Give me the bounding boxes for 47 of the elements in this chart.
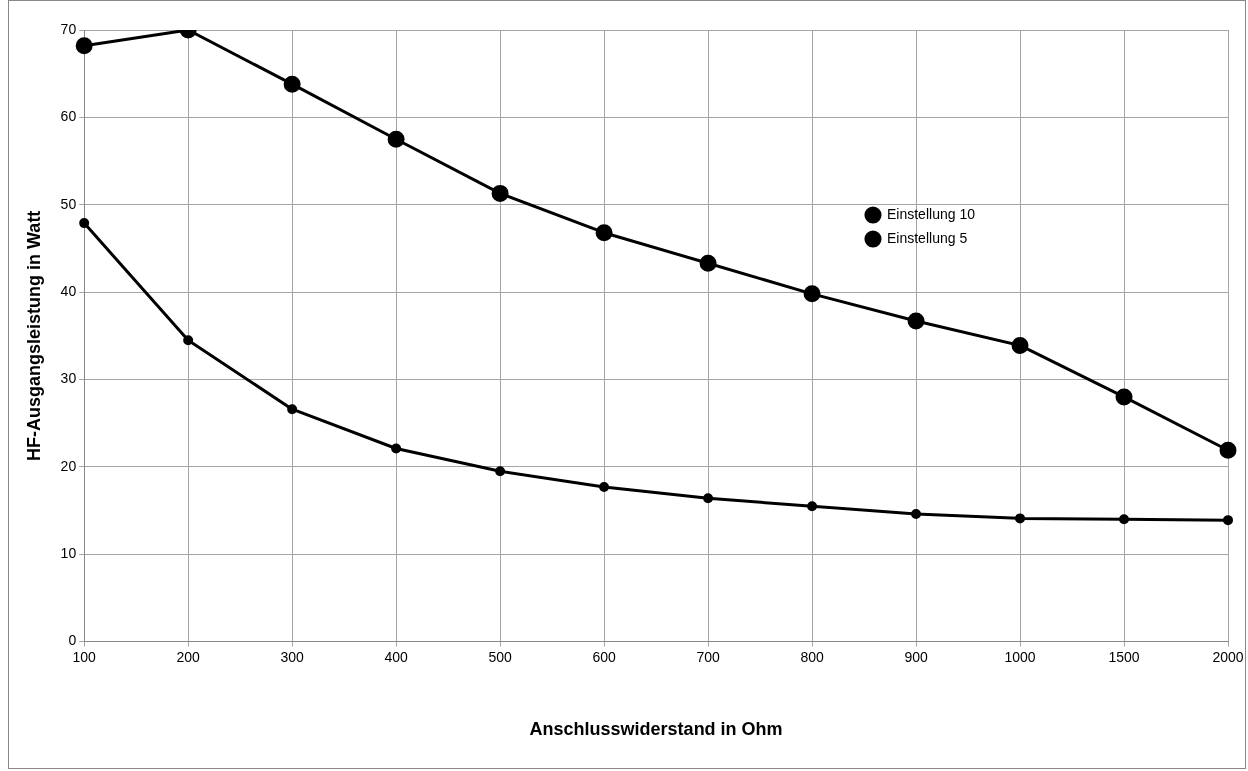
x-tick-label: 300 [280,648,305,665]
point [183,335,194,346]
point [911,509,922,520]
x-tick-label: 500 [488,648,512,665]
point [1115,388,1133,406]
x-tick-label: 900 [904,648,928,665]
y-tick-label: 0 [68,632,77,649]
y-tick-label: 40 [60,282,77,299]
point [907,312,925,330]
point [703,493,714,504]
x-tick-label: 200 [176,648,201,665]
point [699,254,717,272]
point [79,218,90,229]
x-tick-label: 400 [384,648,409,665]
point [807,501,818,512]
point [599,481,610,492]
point [803,285,821,303]
x-tick-label: 800 [800,648,824,665]
x-tick-label: 2000 [1212,648,1244,665]
point [1223,515,1233,526]
point [1219,441,1237,459]
y-tick-label: 30 [60,370,77,387]
y-tick-label: 10 [60,545,77,562]
x-tick-label: 700 [696,648,720,665]
y-tick-label: 50 [60,195,77,212]
point [287,404,298,415]
point [495,466,506,477]
y-tick-label: 60 [60,108,77,125]
legend-label: Einstellung 10 [887,205,976,222]
point [1015,513,1026,524]
x-tick-label: 1000 [1004,648,1036,665]
x-axis-title: Anschlusswiderstand in Ohm [529,719,783,740]
point [391,443,402,454]
point [1119,514,1130,525]
point [491,184,509,202]
point [75,37,93,55]
point [283,75,301,93]
y-tick-label: 70 [60,20,77,37]
y-tick-label: 20 [60,457,77,474]
x-tick-label: 100 [72,648,97,665]
point [387,130,405,148]
point [1011,336,1029,354]
point [595,224,613,242]
y-axis-title: HF-Ausgangsleistung in Watt [23,210,44,461]
x-tick-label: 1500 [1108,648,1140,665]
legend-label: Einstellung 5 [887,229,968,246]
x-tick-label: 600 [592,648,616,665]
